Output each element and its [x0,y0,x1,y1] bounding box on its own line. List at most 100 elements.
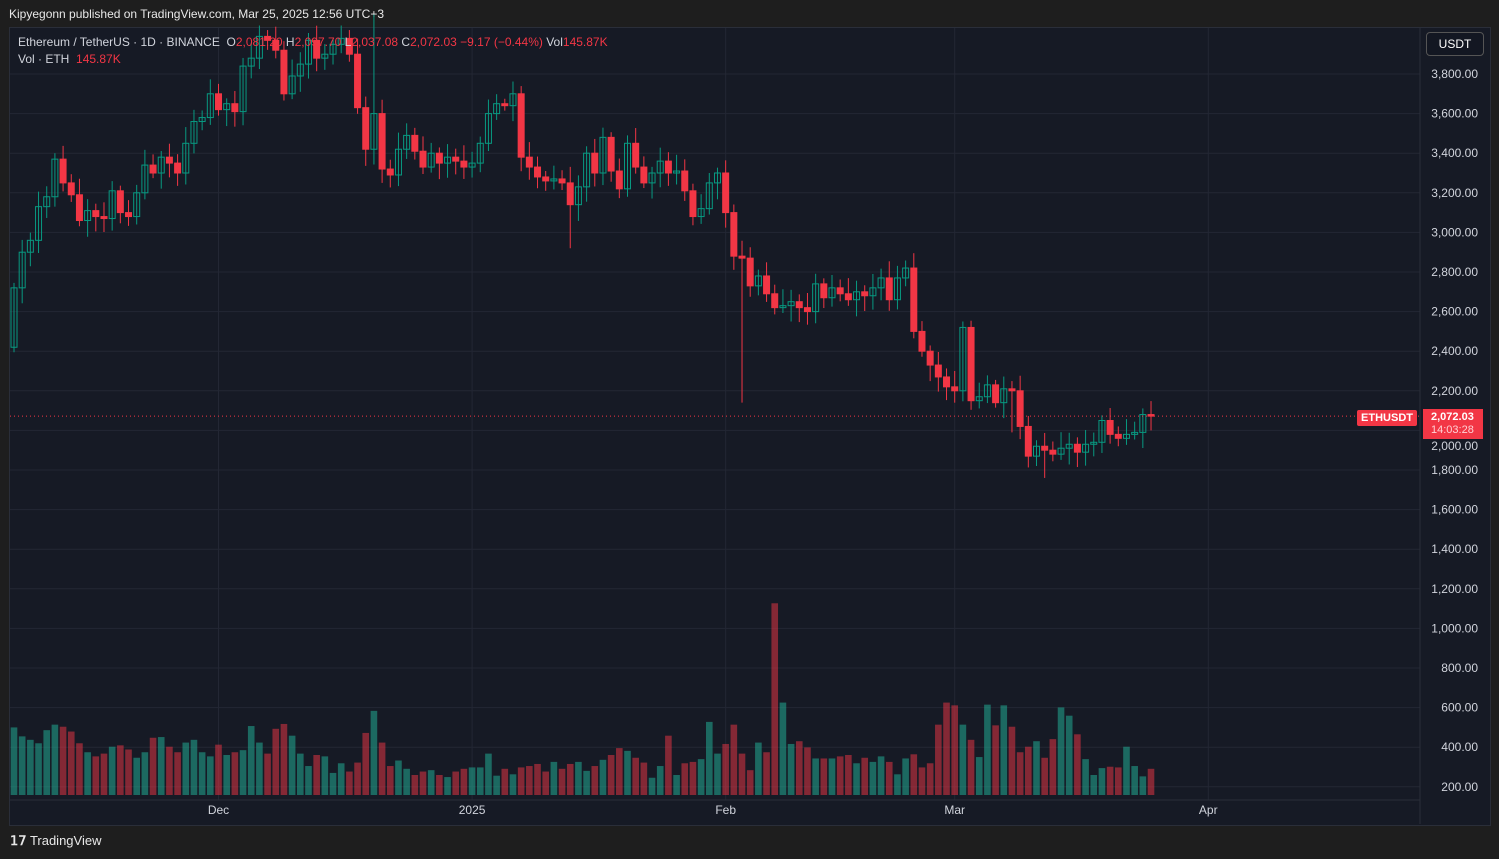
tradingview-logo[interactable]: 𝟣𝟩 TradingView [10,833,101,849]
price-tick-label: 200.00 [1441,780,1478,794]
time-tick-label: Feb [715,803,736,817]
volume-bar [452,771,460,795]
candle-body [35,206,43,241]
volume-bar [313,755,320,795]
candle-body [534,166,542,178]
candle-body [1073,443,1081,453]
volume-bar [337,763,345,795]
volume-bar [35,743,42,795]
candle-body [574,186,582,206]
candle-body [419,150,427,168]
candle-body [1016,390,1024,427]
volume-bar [1074,734,1081,795]
currency-button[interactable]: USDT [1426,32,1484,56]
volume-bar [967,739,975,795]
candle-body [853,291,861,301]
volume-bar [616,748,623,795]
candle-body [763,275,771,295]
volume-bar [526,766,533,795]
candle-body [754,275,762,287]
volume-bar [714,753,721,795]
volume-bar [256,742,263,795]
candle-body [1090,441,1098,445]
volume-bar [517,767,525,795]
volume-bar [10,727,18,795]
candle-body [476,142,484,164]
candle-body [149,164,157,174]
volume-bar [673,775,680,795]
candle-body [607,136,615,172]
price-tick-label: 1,000.00 [1431,621,1478,635]
candle-body [1098,420,1106,443]
candle-body [141,164,149,194]
volume-bar [836,756,844,795]
candle-body [673,170,681,174]
volume-bar [67,731,75,795]
candle-body [885,277,893,301]
candle-body [501,103,509,107]
price-tick-label: 2,000.00 [1431,439,1478,453]
volume-bar [624,750,631,795]
volume-bar [133,757,140,795]
candle-body [1139,414,1147,433]
candle-body [812,283,820,313]
symbol-price-tag: ETHUSDT [1357,410,1417,426]
volume-bar [1000,705,1008,795]
candle-body [18,251,26,289]
volume-bar [239,750,247,795]
volume-bar [264,753,271,795]
volume-bar [656,766,664,795]
volume-bar [1041,757,1048,795]
candle-body [509,93,517,107]
low-label: L [344,35,352,49]
high-value: 2,097.70 [294,35,342,49]
candle-body [869,287,877,297]
volume-bar [992,725,999,795]
legend-volume: Vol · ETH 145.87K [18,51,608,68]
candle-body [296,63,304,77]
brand-name: TradingView [29,833,102,848]
candle-body [43,196,51,208]
candle-body [223,103,231,111]
high-label: H [285,35,295,49]
volume-bar [763,752,770,795]
candle-body [1008,388,1016,392]
volume-indicator-label[interactable]: Vol · ETH [18,52,70,66]
volume-indicator-value: 145.87K [76,52,121,66]
candle-body [165,156,173,164]
volume-bar [27,739,34,795]
candle-body [329,43,337,55]
legend-ohlc: Ethereum / TetherUS · 1D · BINANCE O2,08… [18,34,608,51]
volume-bar [943,702,950,795]
candle-body [304,39,312,65]
symbol-title[interactable]: Ethereum / TetherUS · 1D · BINANCE [18,35,220,49]
last-price-label: 2,072.03 14:03:28 [1423,409,1483,439]
volume-bar [215,744,222,795]
candle-body [583,152,591,188]
volume-bar [894,774,901,795]
price-tick-label: 3,400.00 [1431,146,1478,160]
candle-body [1065,443,1073,449]
candle-body [992,384,1000,404]
candle-body [59,158,67,184]
time-tick-label: Apr [1199,803,1218,817]
volume-bar [297,753,304,795]
volume-bar [648,777,656,795]
candle-body [354,53,362,109]
candle-body [411,134,419,152]
candle-body [1114,433,1122,439]
volume-bar [1106,766,1114,795]
candle-body [468,162,476,168]
candle-body [108,190,116,220]
volume-bar [509,774,517,795]
volume-bar [575,761,582,795]
volume-bar [1082,759,1089,795]
tv-logo-icon: 𝟣𝟩 [10,833,27,848]
chart-pane[interactable] [9,27,1491,826]
last-price: 2,072.03 [1431,411,1474,423]
vol-value: 145.87K [562,35,608,49]
candle-body [67,182,75,196]
volume-bar [787,743,795,795]
volume-bar [534,763,541,795]
